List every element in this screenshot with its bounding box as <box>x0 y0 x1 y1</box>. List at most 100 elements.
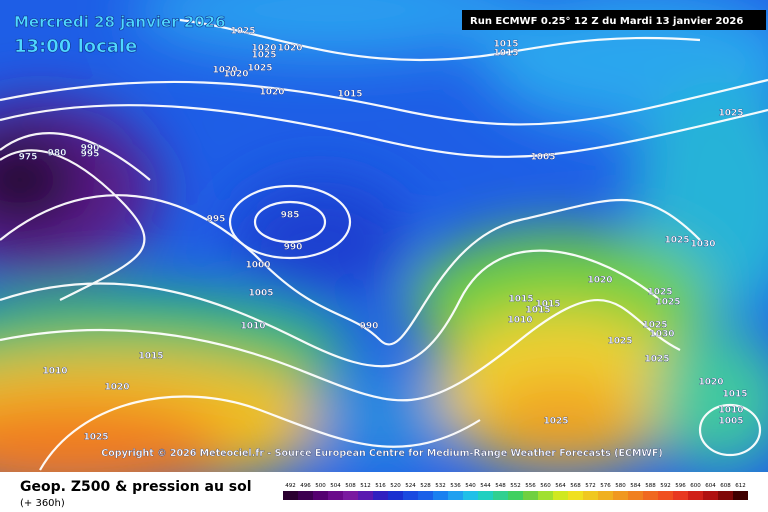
scale-label: 604 <box>705 483 716 489</box>
scale-label: 556 <box>525 483 536 489</box>
isobar-label: 1000 <box>245 261 270 271</box>
scale-swatch <box>658 491 673 500</box>
scale-label: 572 <box>585 483 596 489</box>
scale-label: 548 <box>495 483 506 489</box>
scale-swatch <box>493 491 508 500</box>
scale-label: 520 <box>390 483 401 489</box>
isobar-label: 1015 <box>722 390 747 400</box>
scale-label: 544 <box>480 483 491 489</box>
isobar-label: 1020 <box>277 44 302 54</box>
isobar-label: 1025 <box>543 417 568 427</box>
isobar-label: 1020 <box>698 378 723 388</box>
scale-label: 564 <box>555 483 566 489</box>
isobar-label: 1005 <box>530 153 555 163</box>
isobar-label: 1020 <box>259 88 284 98</box>
scale-swatch <box>508 491 523 500</box>
scale-swatch <box>568 491 583 500</box>
scale-swatch <box>643 491 658 500</box>
run-info: Run ECMWF 0.25° 12 Z du Mardi 13 janvier… <box>470 16 743 27</box>
scale-label: 600 <box>690 483 701 489</box>
scale-swatch <box>373 491 388 500</box>
footer-subtitle: (+ 360h) <box>20 498 65 509</box>
scale-swatch <box>703 491 718 500</box>
scale-swatch <box>598 491 613 500</box>
scale-label: 568 <box>570 483 581 489</box>
scale-swatch <box>538 491 553 500</box>
isobar-label: 990 <box>81 144 100 154</box>
isobar-label: 1015 <box>508 295 533 305</box>
scale-label: 592 <box>660 483 671 489</box>
scale-label: 508 <box>345 483 356 489</box>
isobar-label: 1020 <box>251 44 276 54</box>
scale-swatch <box>553 491 568 500</box>
isobar-label: 975 <box>19 153 38 163</box>
scale-swatch <box>343 491 358 500</box>
scale-label: 560 <box>540 483 551 489</box>
scale-swatch <box>583 491 598 500</box>
scale-label: 540 <box>465 483 476 489</box>
isobar-label: 1005 <box>248 289 273 299</box>
scale-label: 588 <box>645 483 656 489</box>
scale-label: 536 <box>450 483 461 489</box>
isobar-label: 980 <box>48 149 67 159</box>
forecast-time: 13:00 locale <box>14 36 137 57</box>
isobar-label: 1025 <box>644 355 669 365</box>
scale-swatch <box>328 491 343 500</box>
scale-label: 580 <box>615 483 626 489</box>
isobar-label: 1010 <box>718 406 743 416</box>
isobar-label: 990 <box>284 243 303 253</box>
scale-swatch <box>463 491 478 500</box>
scale-swatch <box>673 491 688 500</box>
isobar-label: 1025 <box>647 288 672 298</box>
isobar-label: 1005 <box>718 417 743 427</box>
isobar-label: 1025 <box>655 298 680 308</box>
isobar-label: 1025 <box>664 236 689 246</box>
scale-swatch <box>298 491 313 500</box>
scale-swatch <box>283 491 298 500</box>
scale-label: 584 <box>630 483 641 489</box>
isobar-label: 1020 <box>104 383 129 393</box>
isobar-label: 995 <box>207 215 226 225</box>
scale-swatch <box>403 491 418 500</box>
scale-swatch <box>628 491 643 500</box>
scale-swatch <box>358 491 373 500</box>
isobar-label: 1025 <box>83 433 108 443</box>
isobar-label: 1020 <box>587 276 612 286</box>
scale-label: 528 <box>420 483 431 489</box>
isobar-label: 1025 <box>251 51 276 61</box>
scale-swatch <box>733 491 748 500</box>
map-field <box>0 0 768 472</box>
isobar-label: 1015 <box>525 306 550 316</box>
forecast-date: Mercredi 28 janvier 2026 <box>14 13 226 31</box>
scale-label: 552 <box>510 483 521 489</box>
scale-label: 504 <box>330 483 341 489</box>
isobar-label: 1015 <box>337 90 362 100</box>
isobar-label: 1015 <box>493 49 518 59</box>
isobar-label: 985 <box>281 211 300 221</box>
scale-label: 500 <box>315 483 326 489</box>
scale-swatch <box>388 491 403 500</box>
isobar-label: 1025 <box>607 337 632 347</box>
footer-title: Geop. Z500 & pression au sol <box>20 479 252 495</box>
isobar-label: 1025 <box>230 27 255 37</box>
run-box <box>462 10 766 30</box>
copyright: Copyright © 2026 Meteociel.fr - Source E… <box>101 448 662 459</box>
scale-label: 516 <box>375 483 386 489</box>
scale-swatch <box>613 491 628 500</box>
scale-label: 608 <box>720 483 731 489</box>
scale-swatch <box>418 491 433 500</box>
scale-swatch <box>433 491 448 500</box>
isobar-label: 1010 <box>42 367 67 377</box>
isobars <box>0 18 768 471</box>
isobar-label: 1010 <box>240 322 265 332</box>
isobar-label: 1020 <box>223 70 248 80</box>
isobar-label: 1015 <box>493 40 518 50</box>
isobar-label: 1025 <box>642 321 667 331</box>
scale-label: 612 <box>735 483 746 489</box>
isobar-label: 995 <box>81 150 100 160</box>
isobar-label: 1030 <box>690 240 715 250</box>
scale-swatch <box>523 491 538 500</box>
isobar-label: 1030 <box>649 330 674 340</box>
isobar-label: 1015 <box>535 300 560 310</box>
scale-swatch <box>313 491 328 500</box>
